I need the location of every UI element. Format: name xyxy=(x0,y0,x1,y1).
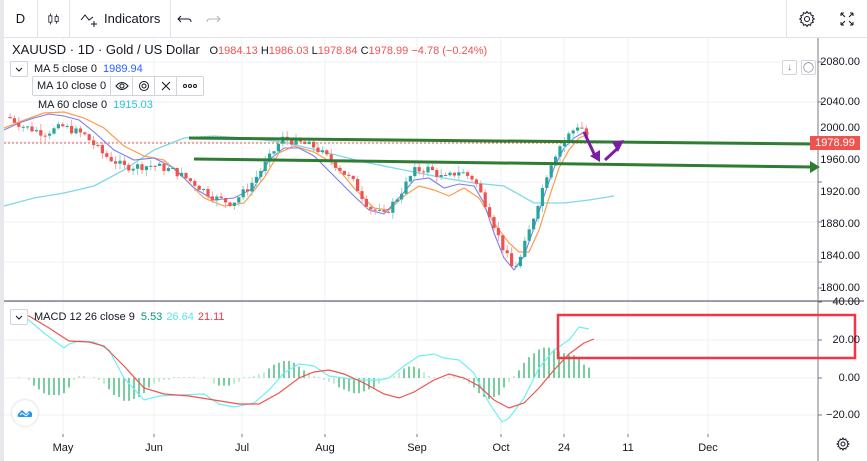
macd-signal-value: 21.11 xyxy=(197,311,225,323)
interval-button[interactable]: D xyxy=(4,0,38,38)
price-axis-buttons: ↓ ◯ xyxy=(782,60,816,75)
fullscreen-button[interactable] xyxy=(827,0,867,38)
indicator-macd[interactable]: MACD 12 26 close 9 5.53 26.64 21.11 xyxy=(10,308,225,326)
chevron-down-icon xyxy=(15,67,23,72)
time-label: Jun xyxy=(145,442,163,454)
indicator-ma5[interactable]: MA 5 close 0 1989.94 xyxy=(10,60,143,78)
indicators-button[interactable]: Indicators xyxy=(70,0,172,38)
indicator-settings-button[interactable] xyxy=(133,77,156,95)
gear-icon xyxy=(138,81,149,91)
undo-button[interactable] xyxy=(171,0,199,38)
price-label: 1960.00 xyxy=(820,154,860,166)
visibility-button[interactable] xyxy=(111,77,134,95)
macd-histogram-value: 5.53 xyxy=(140,311,163,323)
macd-histogram xyxy=(18,347,590,401)
chevron-down-icon xyxy=(15,315,23,320)
price-label: 2000.00 xyxy=(820,122,860,134)
time-label: 11 xyxy=(622,442,634,454)
macd-axis-label: 20.00 xyxy=(832,334,860,346)
macd-axis-label: 40.00 xyxy=(832,296,860,308)
gear-icon xyxy=(836,437,850,451)
gear-icon xyxy=(798,10,816,28)
top-toolbar: D Indicators xyxy=(4,0,867,38)
macd-label: MACD 12 26 close 9 xyxy=(34,311,135,323)
left-edge-bar xyxy=(0,0,4,461)
chart-type-button[interactable] xyxy=(38,0,70,38)
indicator-ma10[interactable]: MA 10 close 0 xyxy=(32,76,205,96)
ohlc-values: O1984.13 H1986.03 L1978.84 C1978.99 −4.7… xyxy=(209,45,488,57)
ma10-label: MA 10 close 0 xyxy=(33,77,112,95)
ma60-value: 1915.03 xyxy=(113,99,153,111)
undo-icon xyxy=(177,15,192,22)
indicator-ma60[interactable]: MA 60 close 0 1915.03 xyxy=(38,96,153,114)
time-axis-settings-button[interactable] xyxy=(836,437,850,456)
indicators-label: Indicators xyxy=(104,11,161,26)
price-label: 2080.00 xyxy=(820,56,860,68)
interval-label: D xyxy=(15,11,26,26)
eye-icon xyxy=(114,82,129,90)
ma5-value: 1989.94 xyxy=(102,63,143,75)
ma60-label: MA 60 close 0 xyxy=(38,99,108,111)
macd-axis-label: −20.00 xyxy=(826,409,860,421)
auto-scale-button[interactable]: ◯ xyxy=(801,60,816,75)
price-label: 1800.00 xyxy=(820,282,860,294)
tradingview-logo-button[interactable] xyxy=(12,400,38,426)
price-label: 1920.00 xyxy=(820,186,860,198)
more-button[interactable] xyxy=(177,77,203,95)
price-label: 2040.00 xyxy=(820,96,860,108)
current-price-tag: 1978.99 xyxy=(810,136,860,150)
chart-settings-button[interactable] xyxy=(787,0,827,38)
time-label: Oct xyxy=(492,442,510,454)
time-label: Dec xyxy=(698,442,718,454)
tradingview-cloud-icon xyxy=(17,410,33,417)
remove-indicator-button[interactable] xyxy=(155,77,178,95)
symbol-title: XAUUSD · 1D · Gold / US Dollar xyxy=(12,42,200,57)
redo-icon xyxy=(206,15,222,22)
time-label: Jul xyxy=(234,442,250,454)
chart-area[interactable]: XAUUSD · 1D · Gold / US Dollar O1984.13 … xyxy=(4,38,864,461)
close-icon xyxy=(161,81,170,91)
fullscreen-icon xyxy=(840,12,854,26)
price-label: 1840.00 xyxy=(820,250,860,262)
time-label: 24 xyxy=(557,442,571,454)
indicators-icon xyxy=(80,13,97,27)
time-label: May xyxy=(52,442,74,454)
time-label: Aug xyxy=(315,442,335,454)
collapse-legend-button[interactable] xyxy=(10,61,28,77)
macd-line-value: 26.64 xyxy=(166,311,194,323)
scroll-to-latest-button[interactable]: ↓ xyxy=(782,60,797,75)
chart-canvas[interactable] xyxy=(4,38,864,461)
more-icon xyxy=(183,84,198,88)
ma5-label: MA 5 close 0 xyxy=(34,63,97,75)
redo-button[interactable] xyxy=(199,0,227,38)
symbol-legend: XAUUSD · 1D · Gold / US Dollar O1984.13 … xyxy=(12,42,487,57)
collapse-macd-button[interactable] xyxy=(10,309,28,325)
candles-icon xyxy=(48,13,59,24)
price-label: 1880.00 xyxy=(820,218,860,230)
time-label: Sep xyxy=(407,442,427,454)
macd-axis-label: 0.00 xyxy=(838,372,860,384)
